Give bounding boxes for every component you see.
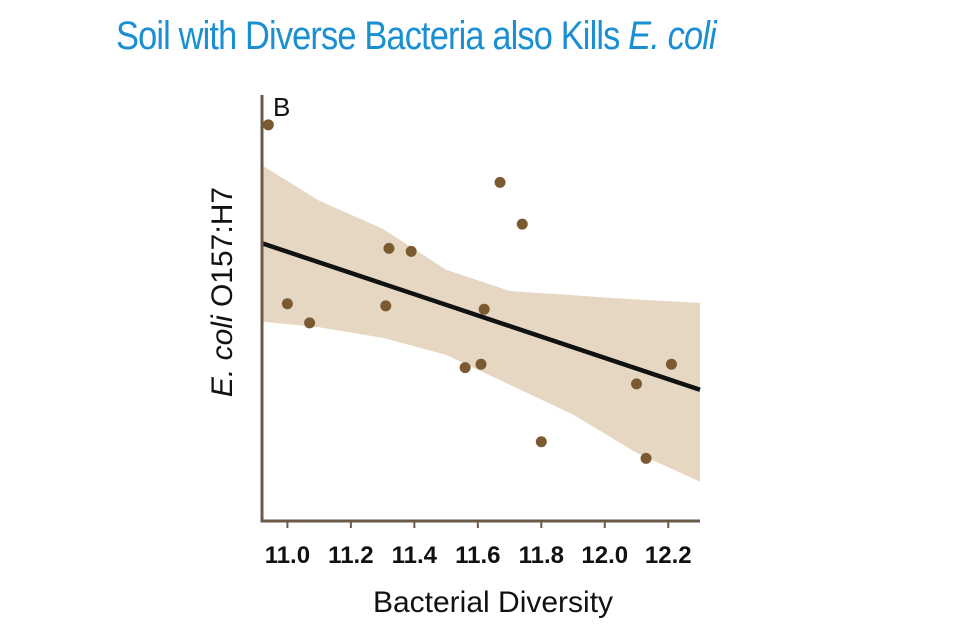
y-axis-label-italic: E. coli (206, 314, 239, 397)
data-points-layer (262, 119, 677, 464)
data-point-4 (383, 242, 395, 254)
x-tick-label-3: 11.4 (392, 542, 438, 569)
chart-title: Soil with Diverse Bacteria also Kills E.… (116, 14, 830, 59)
data-point-13 (631, 378, 643, 390)
data-point-9 (478, 303, 490, 315)
data-point-14 (640, 452, 652, 464)
x-tick-label-6: 12.0 (581, 542, 628, 569)
x-tick-label-1: 11.0 (265, 542, 310, 569)
data-point-11 (516, 218, 528, 230)
data-point-5 (380, 300, 392, 312)
data-point-3 (304, 317, 316, 329)
confidence-band (262, 165, 700, 482)
x-axis-label: Bacterial Diversity (373, 586, 613, 619)
y-axis-label-rest: O157:H7 (206, 187, 239, 315)
confidence-band-layer (262, 165, 700, 482)
fit-line-layer (261, 241, 701, 392)
axes-layer: 11.0 11.2 11.4 11.6 11.8 12.0 12.2 (260, 95, 700, 569)
x-tick-label-4: 11.6 (455, 542, 500, 569)
chart-title-italic: E. coli (628, 14, 717, 58)
data-point-1 (262, 119, 274, 131)
y-axis-label: E. coli O157:H7 (206, 187, 239, 397)
data-point-8 (475, 358, 487, 370)
data-point-15 (665, 358, 677, 370)
panel-label: B (273, 92, 290, 122)
chart-title-main: Soil with Diverse Bacteria also Kills (116, 14, 629, 58)
data-point-7 (459, 362, 471, 374)
x-tick-label-2: 11.2 (328, 542, 373, 569)
data-point-12 (535, 436, 547, 448)
x-tick-label-7: 12.2 (645, 542, 692, 569)
x-tick-label-5: 11.8 (519, 542, 564, 569)
data-point-6 (405, 245, 417, 257)
regression-line (261, 241, 701, 392)
data-point-2 (281, 298, 293, 310)
data-point-10 (494, 176, 506, 188)
